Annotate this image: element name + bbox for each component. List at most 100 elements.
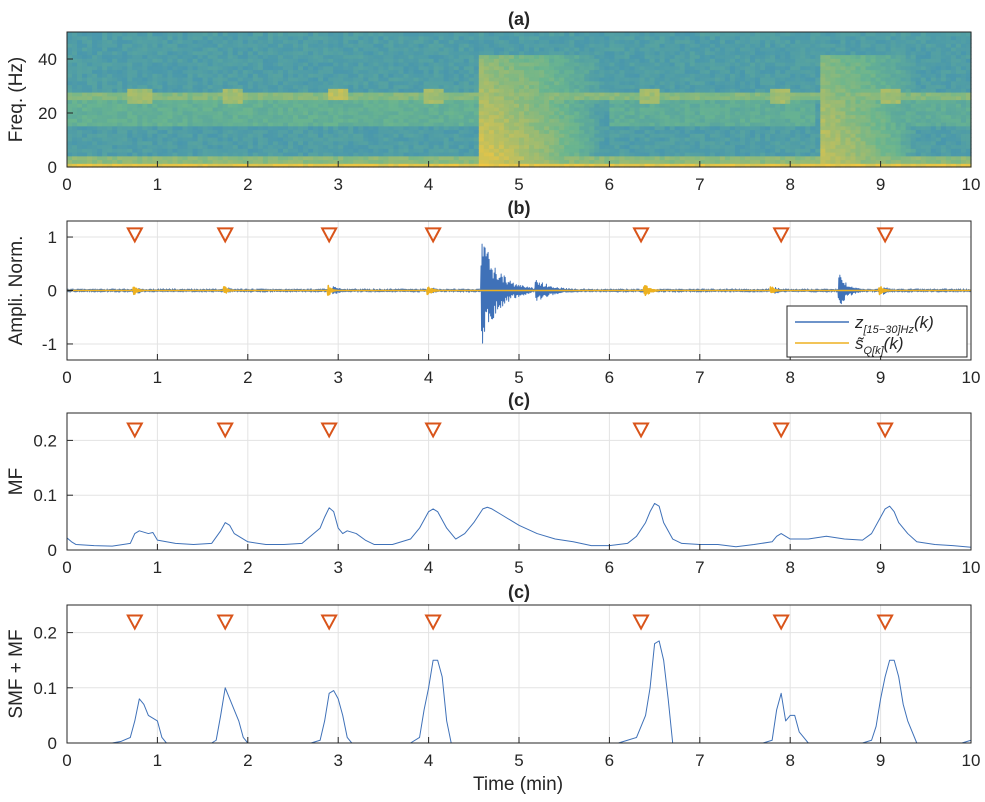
spectrogram-cell xyxy=(353,152,359,157)
spectrogram-cell xyxy=(599,114,605,119)
spectrogram-cell xyxy=(549,35,555,41)
spectrogram-cell xyxy=(539,122,545,127)
spectrogram-cell xyxy=(554,159,560,164)
spectrogram-cell xyxy=(478,140,485,146)
spectrogram-cell xyxy=(539,110,545,116)
spectrogram-cell xyxy=(468,73,475,78)
spectrogram-cell xyxy=(468,118,475,123)
spectrogram-cell xyxy=(408,69,415,74)
spectrogram-cell xyxy=(408,159,415,164)
spectrogram-cell xyxy=(609,163,616,168)
spectrogram-cell xyxy=(689,65,696,71)
spectrogram-cell xyxy=(318,88,324,93)
spectrogram-cell xyxy=(67,163,73,168)
spectrogram-cell xyxy=(649,95,656,101)
spectrogram-cell xyxy=(458,110,465,116)
spectrogram-cell xyxy=(157,88,164,93)
spectrogram-cell xyxy=(478,62,485,67)
spectrogram-cell xyxy=(277,73,284,78)
spectrogram-cell xyxy=(313,152,319,157)
spectrogram-cell xyxy=(679,43,686,48)
spectrogram-cell xyxy=(267,152,274,157)
spectrogram-cell xyxy=(112,99,118,104)
spectrogram-cell xyxy=(403,54,410,59)
spectrogram-cell xyxy=(423,137,430,142)
spectrogram-cell xyxy=(287,77,294,82)
spectrogram-cell xyxy=(242,137,249,142)
spectrogram-cell xyxy=(77,32,83,37)
spectrogram-cell xyxy=(122,65,128,71)
spectrogram-cell xyxy=(473,50,480,56)
spectrogram-cell xyxy=(408,114,415,119)
spectrogram-cell xyxy=(298,125,304,131)
spectrogram-cell xyxy=(448,77,455,82)
spectrogram-cell xyxy=(272,107,279,112)
spectrogram-cell xyxy=(413,73,420,78)
spectrogram-cell xyxy=(287,163,294,168)
spectrogram-cell xyxy=(614,50,621,56)
spectrogram-cell xyxy=(719,54,726,59)
spectrogram-cell xyxy=(458,148,465,153)
spectrogram-cell xyxy=(719,32,726,37)
spectrogram-cell xyxy=(177,114,184,119)
spectrogram-cell xyxy=(67,103,73,108)
spectrogram-cell xyxy=(272,137,279,142)
spectrogram-cell xyxy=(584,92,590,97)
spectrogram-cell xyxy=(388,32,395,37)
spectrogram-cell xyxy=(217,88,224,93)
spectrogram-cell xyxy=(313,148,319,153)
spectrogram-cell xyxy=(102,140,108,146)
spectrogram-cell xyxy=(293,47,299,52)
spectrogram-cell xyxy=(197,92,204,97)
spectrogram-cell xyxy=(519,144,525,149)
spectrogram-cell xyxy=(468,114,475,119)
spectrogram-cell xyxy=(378,88,384,93)
spectrogram-cell xyxy=(448,144,455,149)
spectrogram-cell xyxy=(483,84,490,89)
spectrogram-cell xyxy=(463,73,470,78)
spectrogram-cell xyxy=(689,148,696,153)
spectrogram-cell xyxy=(503,129,510,134)
spectrogram-cell xyxy=(750,80,756,86)
spectrogram-cell xyxy=(112,47,118,52)
spectrogram-cell xyxy=(403,122,410,127)
spectrogram-cell xyxy=(388,73,395,78)
spectrogram-cell xyxy=(393,77,400,82)
spectrogram-cell xyxy=(272,54,279,59)
spectrogram-cell xyxy=(393,133,400,138)
spectrogram-cell xyxy=(519,152,525,157)
spectrogram-cell xyxy=(564,114,570,119)
spectrogram-cell xyxy=(172,103,179,108)
spectrogram-cell xyxy=(714,122,721,127)
spectrogram-cell xyxy=(544,103,550,108)
spectrogram-cell xyxy=(453,114,460,119)
spectrogram-cell xyxy=(438,159,445,164)
spectrogram-cell xyxy=(579,62,585,67)
spectrogram-cell xyxy=(298,107,304,112)
spectrogram-cell xyxy=(242,62,249,67)
spectrogram-cell xyxy=(679,50,686,56)
spectrogram-cell xyxy=(142,92,148,97)
spectrogram-cell xyxy=(564,107,570,112)
spectrogram-cell xyxy=(177,140,184,146)
spectrogram-cell xyxy=(373,32,379,37)
spectrogram-cell xyxy=(619,148,626,153)
spectrogram-cell xyxy=(127,35,133,41)
spectrogram-cell xyxy=(634,140,641,146)
spectrogram-cell xyxy=(127,65,133,71)
spectrogram-cell xyxy=(388,118,395,123)
spectrogram-cell xyxy=(363,163,369,168)
spectrogram-cell xyxy=(413,84,420,89)
spectrogram-cell xyxy=(368,35,374,41)
spectrogram-cell xyxy=(473,125,480,131)
spectrogram-cell xyxy=(448,35,455,41)
spectrogram-cell xyxy=(659,152,666,157)
spectrogram-cell xyxy=(594,88,600,93)
spectrogram-cell xyxy=(383,122,390,127)
spectrogram-cell xyxy=(564,73,570,78)
spectrogram-cell xyxy=(644,50,651,56)
spectrogram-cell xyxy=(569,163,575,168)
spectrogram-cell xyxy=(559,110,565,116)
spectrogram-cell xyxy=(443,114,450,119)
spectrogram-cell xyxy=(755,107,761,112)
